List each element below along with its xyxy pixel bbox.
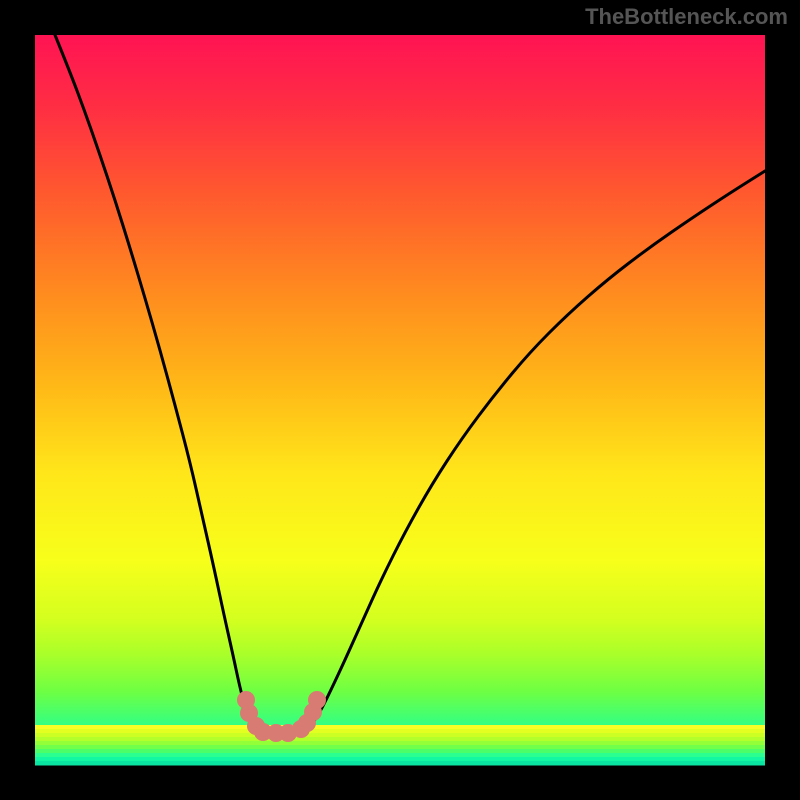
green-band-stripe bbox=[35, 725, 765, 730]
green-band-stripe bbox=[35, 729, 765, 734]
chart-container: TheBottleneck.com bbox=[0, 0, 800, 800]
green-band-stripe bbox=[35, 745, 765, 750]
green-band-stripe bbox=[35, 737, 765, 742]
green-band-stripe bbox=[35, 753, 765, 758]
watermark-text: TheBottleneck.com bbox=[585, 4, 788, 30]
green-band-stripe bbox=[35, 761, 765, 766]
green-band-stripe bbox=[35, 733, 765, 738]
chart-svg bbox=[0, 0, 800, 800]
green-band-stripe bbox=[35, 749, 765, 754]
green-band-stripe bbox=[35, 741, 765, 746]
plot-background bbox=[35, 35, 765, 765]
green-band-stripe bbox=[35, 757, 765, 762]
